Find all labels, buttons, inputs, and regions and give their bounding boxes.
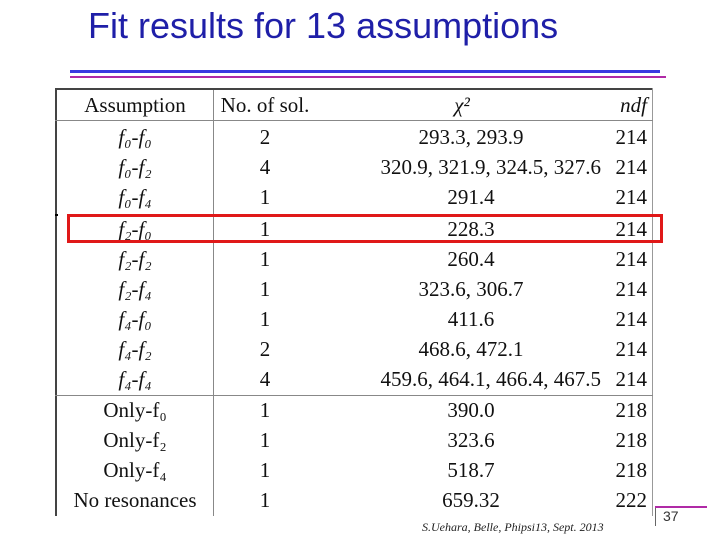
header-chi2: χ² [454,93,470,117]
table-row-solutions: 1 [259,185,271,209]
table-row-chi2: 228.3 [447,217,495,241]
table-row-ndf: 214 [615,125,648,149]
header-no-of-sol: No. of sol. [220,93,310,117]
table-row-assumption: f₂-f₀ [118,217,152,241]
header-assumption: Assumption [84,93,186,117]
header-separator [55,120,653,121]
table-row-ndf: 218 [615,428,648,452]
table-row-solutions: 4 [259,367,271,391]
row-marker [55,214,58,216]
table-row-solutions: 1 [259,307,271,331]
table-row-chi2: 323.6 [447,428,495,452]
table-row-solutions: 2 [259,337,271,361]
table-row-solutions: 4 [259,155,271,179]
table-row-chi2: 411.6 [447,307,495,331]
table-row-ndf: 218 [615,398,648,422]
slide-title: Fit results for 13 assumptions [88,5,559,46]
table-row-chi2: 659.32 [442,488,500,512]
table-row-ndf: 214 [615,185,648,209]
page-number-corner [655,508,656,526]
table-row-assumption: No resonances [73,488,197,512]
table-row-assumption: f₄-f₄ [118,367,152,391]
title-underline-magenta [70,76,666,78]
table-row-assumption: Only-f₂ [103,428,167,452]
table-row-assumption: Only-f₄ [103,458,167,482]
table-row-ndf: 214 [615,217,648,241]
table-row-chi2: 320.9, 321.9, 324.5, 327.6 [380,155,602,179]
table-row-solutions: 1 [259,428,271,452]
table-top-border [55,88,653,90]
page-number: 37 [663,508,679,524]
column-separator [213,90,214,516]
table-row-assumption: f₄-f₂ [118,337,152,361]
table-row-ndf: 214 [615,367,648,391]
slide-credit: S.Uehara, Belle, Phipsi13, Sept. 2013 [422,520,604,534]
table-row-solutions: 1 [259,247,271,271]
group-separator [55,395,653,396]
table-row-assumption: f₂-f₂ [118,247,152,271]
table-row-ndf: 214 [615,337,648,361]
table-row-ndf: 214 [615,307,648,331]
table-row-solutions: 1 [259,458,271,482]
table-row-chi2: 390.0 [447,398,495,422]
table-row-ndf: 214 [615,247,648,271]
table-right-border [652,88,653,516]
table-row-chi2: 260.4 [447,247,495,271]
table-row-ndf: 222 [615,488,648,512]
results-table: Assumption No. of sol. χ² ndf f₀-f₀ 2 29… [55,88,653,516]
table-row-ndf: 218 [615,458,648,482]
highlight-box [67,214,663,243]
table-row-chi2: 468.6, 472.1 [418,337,524,361]
title-underline-blue [70,70,660,73]
table-row-assumption: f₀-f₀ [118,125,152,149]
table-row-chi2: 291.4 [447,185,495,209]
table-row-chi2: 518.7 [447,458,495,482]
page-number-box: 37 [655,506,707,536]
table-row-assumption: f₄-f₀ [118,307,152,331]
header-ndf: ndf [620,93,647,117]
table-row-solutions: 2 [259,125,271,149]
table-row-assumption: f₂-f₄ [118,277,152,301]
table-row-chi2: 459.6, 464.1, 466.4, 467.5 [380,367,602,391]
table-row-solutions: 1 [259,277,271,301]
table-row-solutions: 1 [259,488,271,512]
table-row-chi2: 323.6, 306.7 [418,277,524,301]
table-row-solutions: 1 [259,217,271,241]
page-number-rule [655,506,707,508]
table-row-ndf: 214 [615,155,648,179]
table-row-ndf: 214 [615,277,648,301]
table-row-assumption: Only-f₀ [103,398,167,422]
table-row-assumption: f₀-f₂ [118,155,152,179]
table-row-solutions: 1 [259,398,271,422]
table-row-assumption: f₀-f₄ [118,185,152,209]
table-left-border [55,88,57,516]
table-row-chi2: 293.3, 293.9 [418,125,524,149]
